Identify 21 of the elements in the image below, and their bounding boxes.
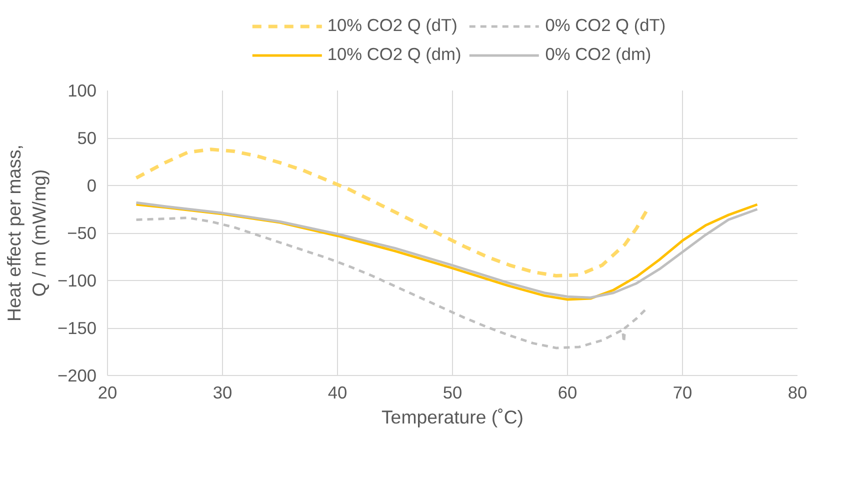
- x-tick-label: 50: [442, 382, 462, 402]
- x-tick-label: 20: [98, 382, 118, 402]
- line-series: [134, 148, 650, 278]
- legend-label: 0% CO2 (dm): [545, 44, 652, 65]
- y-tick-label: −50: [67, 223, 97, 243]
- legend-label: 10% CO2 Q (dm): [327, 44, 462, 65]
- y-axis-title: Heat effect per mass, Q / m (mW/mg): [3, 144, 50, 322]
- y-tick-label: −100: [57, 270, 96, 290]
- x-tick-label: 70: [672, 382, 692, 402]
- x-tick-label: 40: [328, 382, 348, 402]
- y-tick-label: −150: [57, 318, 96, 338]
- y-tick-label: 100: [68, 80, 97, 100]
- x-tick-label: 80: [788, 382, 808, 402]
- legend-label: 0% CO2 Q (dT): [545, 15, 666, 36]
- x-tick-label: 30: [212, 382, 232, 402]
- x-tick-label: 60: [558, 382, 578, 402]
- y-tick-label: −200: [57, 366, 96, 386]
- y-tick-label: 50: [77, 128, 97, 148]
- x-axis-title: Temperature (˚C): [381, 406, 524, 428]
- y-tick-label: 0: [86, 176, 97, 196]
- legend-label: 10% CO2 Q (dT): [327, 15, 458, 36]
